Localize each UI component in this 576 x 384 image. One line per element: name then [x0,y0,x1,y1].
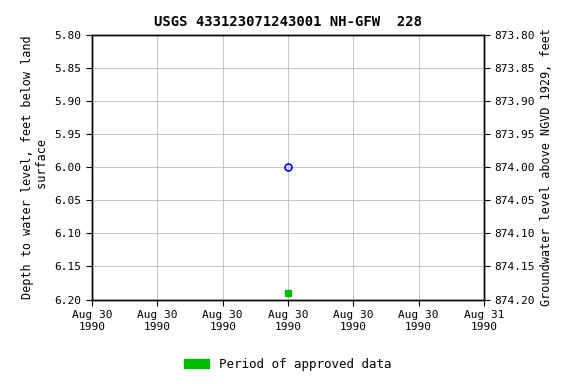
Legend: Period of approved data: Period of approved data [179,353,397,376]
Y-axis label: Depth to water level, feet below land
 surface: Depth to water level, feet below land su… [21,35,49,299]
Y-axis label: Groundwater level above NGVD 1929, feet: Groundwater level above NGVD 1929, feet [540,28,554,306]
Title: USGS 433123071243001 NH-GFW  228: USGS 433123071243001 NH-GFW 228 [154,15,422,29]
